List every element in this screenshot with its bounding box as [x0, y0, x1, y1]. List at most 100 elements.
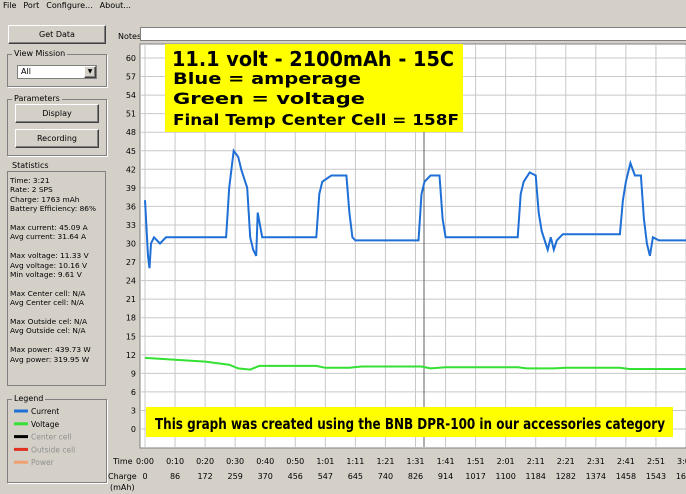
legend-label: Outside cell [31, 445, 75, 454]
charge-tick-label: 914 [438, 472, 453, 481]
x-tick-label: 1:51 [467, 457, 485, 466]
stat-line: Max current: 45.09 A [10, 223, 88, 233]
stat-line: Avg Center cell: N/A [10, 298, 84, 308]
y-tick-label: 45 [126, 147, 136, 156]
y-tick-label: 9 [131, 369, 136, 378]
y-tick-label: 12 [126, 351, 136, 360]
menu-item[interactable]: About... [99, 1, 131, 10]
y-tick-label: 48 [126, 128, 136, 137]
y-tick-label: 24 [126, 277, 136, 286]
stat-line: Min voltage: 9.61 V [10, 270, 82, 280]
charge-tick-label: 740 [378, 472, 393, 481]
select-value: All [21, 67, 31, 76]
x-tick-label: 0:20 [196, 457, 214, 466]
charge-tick-label: 1282 [556, 472, 576, 481]
charge-tick-label: 86 [170, 472, 180, 481]
legend-group [7, 399, 107, 483]
stat-line: Rate: 2 SPS [10, 185, 53, 195]
group-label: Parameters [12, 94, 62, 103]
x-tick-label: 0:50 [286, 457, 304, 466]
menu-item[interactable]: File [3, 1, 17, 10]
x-tick-label: 1:41 [437, 457, 455, 466]
recording-button[interactable]: Recording [15, 129, 99, 148]
x-tick-label: 3:01 [677, 457, 686, 466]
x-tick-label: 2:41 [617, 457, 635, 466]
x-tick-label: 2:01 [497, 457, 515, 466]
stat-group: Max power: 439.73 W Avg power: 319.95 W [10, 345, 103, 364]
y-tick-label: 0 [131, 425, 136, 434]
charge-unit-label: (mAh) [110, 483, 135, 492]
y-tick-label: 42 [126, 165, 136, 174]
y-tick-label: 27 [126, 258, 136, 267]
footer-note: This graph was created using the BNB DPR… [155, 415, 665, 433]
menu-item[interactable]: Configure... [46, 1, 93, 10]
statistics-box: Time: 3:21 Rate: 2 SPS Charge: 1763 mAh Bat… [7, 171, 106, 386]
stat-line: Max power: 439.73 W [10, 345, 91, 355]
stat-line: Time: 3:21 [10, 176, 50, 185]
menu-item[interactable]: Port [23, 1, 40, 10]
data-line [144, 148, 686, 269]
stat-group: Time: 3:21 Rate: 2 SPS Charge: 1763 mAh Bat… [10, 176, 103, 214]
group-label: Legend [12, 394, 46, 403]
charge-axis-label: Charge [108, 472, 137, 481]
stat-group: Max voltage: 11.33 V Avg voltage: 10.16 V… [10, 251, 103, 279]
menu-bar: File Port Configure... About... [0, 0, 686, 13]
stat-line: Max voltage: 11.33 V [10, 251, 89, 261]
y-tick-label: 30 [126, 240, 136, 249]
stat-group: Max current: 45.09 A Avg current: 31.64 A [10, 223, 103, 242]
annotation: Final Temp Center Cell = 158F [173, 111, 459, 129]
x-tick-label: 0:00 [136, 457, 154, 466]
stat-group: Max Outside cel: N/A Avg Outside cel: N/A [10, 317, 103, 336]
footer-box [146, 407, 673, 437]
y-tick-label: 39 [126, 184, 136, 193]
x-tick-label: 1:01 [316, 457, 334, 466]
legend-label: Current [31, 407, 59, 416]
annotation: Green = voltage [173, 89, 365, 108]
notes-label: Notes [118, 32, 142, 41]
group-label: View Mission [12, 49, 68, 58]
stat-line: Battery Efficiency: 86% [10, 204, 97, 214]
y-tick-label: 51 [126, 110, 136, 119]
mission-select[interactable]: All ▼ [17, 65, 97, 79]
x-tick-label: 0:10 [166, 457, 184, 466]
y-tick-label: 6 [131, 388, 136, 397]
stat-line: Charge: 1763 mAh [10, 194, 80, 204]
notes-input[interactable] [140, 27, 686, 41]
legend-label: Center cell [31, 433, 72, 442]
charge-tick-label: 1100 [495, 472, 515, 481]
display-button[interactable]: Display [15, 104, 99, 123]
dropdown-arrow[interactable]: ▼ [84, 66, 96, 78]
x-tick-label: 2:11 [527, 457, 545, 466]
annotation: Blue = amperage [173, 69, 361, 88]
charge-tick-label: 456 [288, 472, 303, 481]
charge-tick-label: 1543 [646, 472, 666, 481]
y-tick-label: 54 [126, 91, 136, 100]
data-line [144, 356, 686, 371]
x-axis-label: Time [112, 457, 133, 466]
annotation: 11.1 volt - 2100mAh - 15C [172, 47, 454, 71]
x-tick-label: 1:31 [407, 457, 425, 466]
stat-line: Avg power: 319.95 W [10, 354, 90, 364]
charge-tick-label: 645 [348, 472, 363, 481]
y-tick-label: 60 [126, 54, 136, 63]
x-tick-label: 1:11 [346, 457, 364, 466]
stat-group: Max Center cell: N/A Avg Center cell: N/A [10, 289, 103, 308]
y-tick-label: 57 [126, 73, 136, 82]
x-tick-label: 2:51 [647, 457, 665, 466]
charge-tick-label: 1374 [586, 472, 606, 481]
x-tick-label: 0:40 [256, 457, 274, 466]
stat-line: Max Outside cel: N/A [10, 317, 88, 327]
charge-tick-label: 1458 [616, 472, 636, 481]
charge-tick-label: 547 [318, 472, 333, 481]
charge-tick-label: 0 [142, 472, 147, 481]
get-data-button[interactable]: Get Data [8, 25, 106, 44]
x-tick-label: 1:21 [376, 457, 394, 466]
x-tick-label: 0:30 [226, 457, 244, 466]
x-tick-label: 2:31 [587, 457, 605, 466]
charge-tick-label: 259 [228, 472, 243, 481]
charge-tick-label: 1017 [465, 472, 485, 481]
stat-line: Max Center cell: N/A [10, 288, 86, 298]
legend-label: Voltage [31, 420, 60, 429]
